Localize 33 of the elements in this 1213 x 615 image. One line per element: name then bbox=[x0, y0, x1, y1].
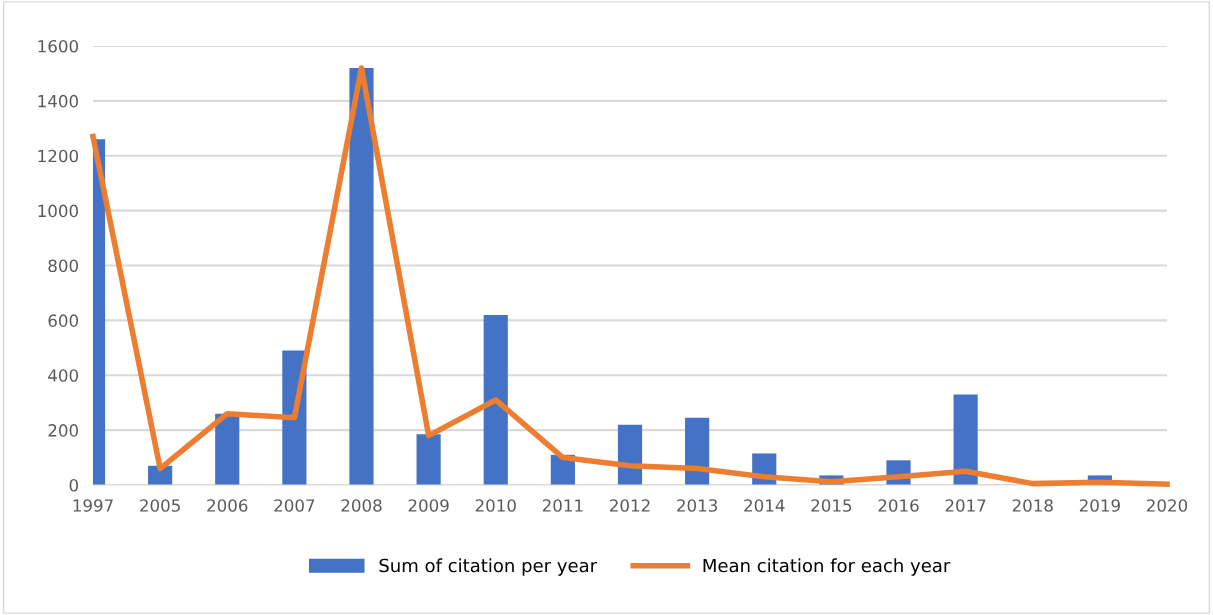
y-tick-label: 800 bbox=[48, 259, 78, 273]
legend-label: Mean citation for each year bbox=[703, 558, 951, 576]
y-tick-label: 600 bbox=[48, 314, 78, 327]
x-tick-label: 2005 bbox=[140, 499, 180, 512]
legend-label: Sum of citation per year bbox=[379, 558, 598, 576]
bar bbox=[349, 67, 374, 485]
x-tick-label: 1997 bbox=[73, 499, 113, 512]
y-tick-label: 200 bbox=[48, 424, 78, 437]
bar bbox=[215, 413, 240, 485]
bar bbox=[953, 394, 978, 485]
x-tick-label: 2009 bbox=[408, 499, 449, 512]
x-tick-label: 2020 bbox=[1147, 499, 1188, 512]
y-tick-label: 1400 bbox=[38, 94, 78, 108]
x-tick-label: 2012 bbox=[610, 499, 650, 512]
x-tick-label: 2010 bbox=[475, 499, 516, 512]
y-tick-label: 1200 bbox=[38, 149, 78, 163]
x-tick-label: 2006 bbox=[207, 499, 248, 512]
x-tick-label: 2016 bbox=[878, 499, 919, 512]
bar bbox=[416, 434, 441, 485]
y-tick-label: 1600 bbox=[38, 39, 78, 53]
x-tick-label: 2013 bbox=[677, 499, 717, 512]
x-tick-label: 2019 bbox=[1079, 499, 1120, 512]
x-tick-label: 2014 bbox=[744, 499, 785, 512]
x-tick-label: 2017 bbox=[945, 499, 986, 512]
x-tick-label: 2015 bbox=[811, 499, 852, 512]
y-tick-label: 1000 bbox=[38, 204, 78, 218]
y-tick-label: 0 bbox=[69, 478, 78, 492]
x-tick-label: 2007 bbox=[274, 499, 315, 512]
x-tick-label: 2011 bbox=[542, 499, 583, 512]
bar bbox=[483, 314, 508, 485]
y-tick-label: 400 bbox=[48, 369, 78, 382]
x-tick-label: 2008 bbox=[341, 499, 382, 512]
x-tick-label: 2018 bbox=[1012, 499, 1053, 512]
